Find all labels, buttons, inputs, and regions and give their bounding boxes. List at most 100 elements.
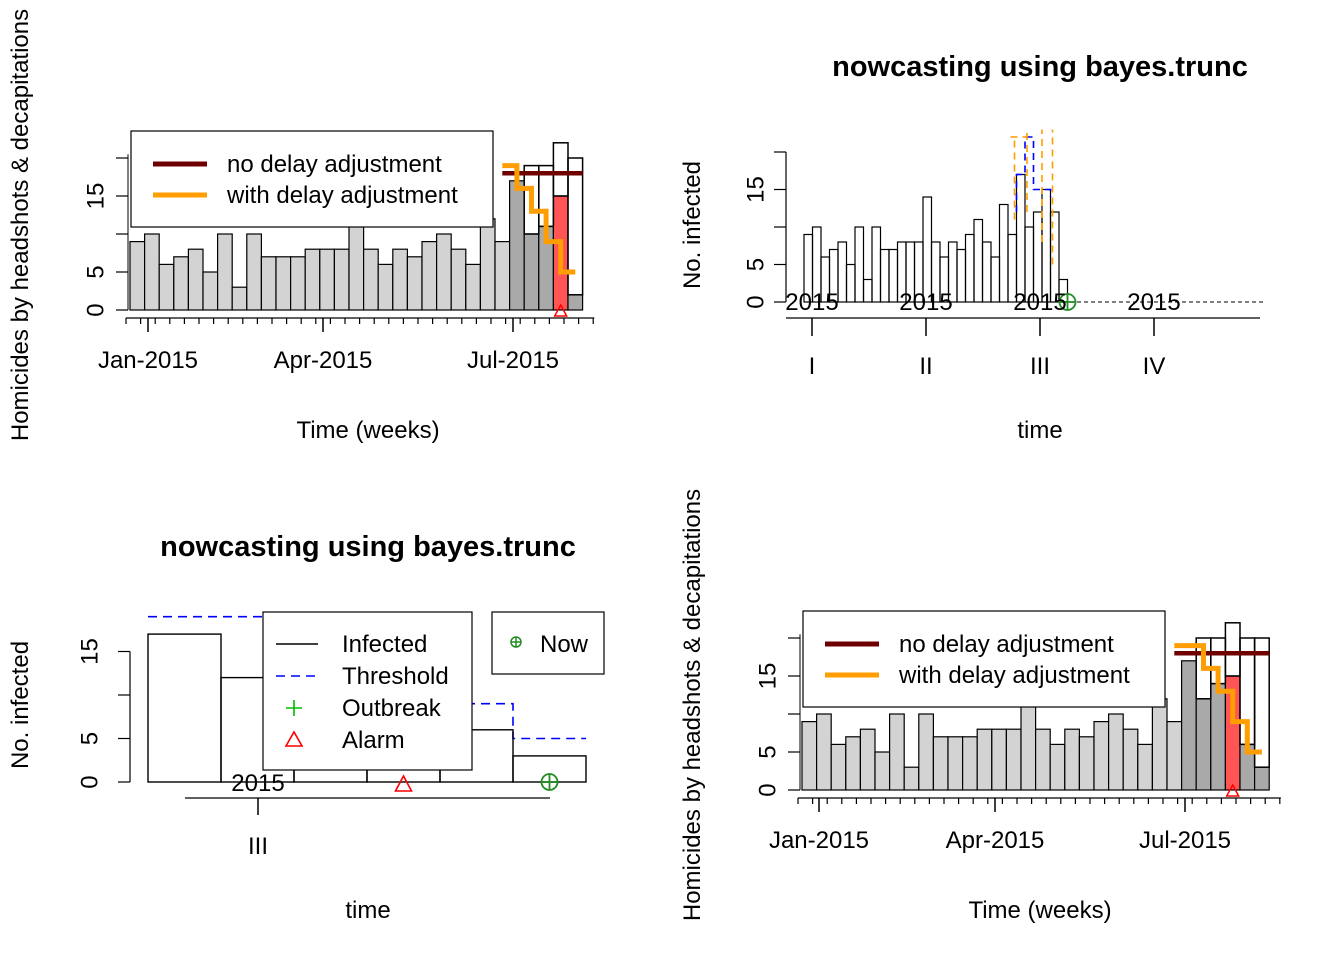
bar-week-30 bbox=[567, 294, 584, 311]
y-axis-label: Homicides by headshots & decapitations bbox=[7, 9, 34, 441]
bar-week-5 bbox=[874, 751, 891, 791]
bar-week-9 bbox=[932, 736, 949, 791]
legend-box bbox=[130, 130, 494, 228]
bar-4 bbox=[837, 241, 848, 303]
bar-18 bbox=[956, 248, 967, 303]
quarter-label: III bbox=[248, 833, 268, 860]
bar-week-7 bbox=[231, 286, 248, 311]
legend-label-3: Alarm bbox=[342, 727, 405, 754]
bar-week-4 bbox=[859, 728, 876, 791]
bar-20 bbox=[973, 218, 984, 303]
y-tick-label-0: 0 bbox=[755, 783, 782, 796]
quarter-label-0: I bbox=[809, 353, 816, 380]
x-axis-label: time bbox=[1017, 417, 1062, 444]
year-label-1: 2015 bbox=[899, 289, 952, 316]
bar-week-17 bbox=[1049, 743, 1066, 791]
legend-swatch-3 bbox=[284, 730, 304, 747]
year-label: 2015 bbox=[231, 770, 284, 797]
bar-week-7 bbox=[903, 766, 920, 791]
bar-14 bbox=[922, 196, 933, 303]
bar-week-13 bbox=[991, 728, 1007, 791]
bar-6 bbox=[854, 226, 865, 303]
bar-9 bbox=[879, 248, 890, 303]
alarm-marker bbox=[553, 303, 568, 317]
legend-label-0: Infected bbox=[342, 631, 427, 658]
bar-23 bbox=[998, 203, 1009, 303]
legend-label-1: with delay adjustment bbox=[898, 662, 1130, 689]
x-tick-label-2: Jul-2015 bbox=[467, 347, 559, 374]
year-label-3: 2015 bbox=[1127, 289, 1180, 316]
year-label-2: 2015 bbox=[1013, 289, 1066, 316]
with-delay-line bbox=[502, 163, 576, 275]
bar-week-3 bbox=[173, 256, 190, 311]
bar-week-24 bbox=[479, 218, 496, 311]
x-tick-label-2: Jul-2015 bbox=[1139, 827, 1231, 854]
bar-week-11 bbox=[961, 736, 978, 791]
legend-label-0: no delay adjustment bbox=[899, 631, 1114, 658]
bar-week-24 bbox=[1151, 698, 1168, 791]
quarter-label-1: II bbox=[919, 353, 932, 380]
legend: Infected Threshold Outbreak Alarm bbox=[262, 611, 473, 771]
bar-week-11 bbox=[290, 256, 306, 311]
bar-week-5 bbox=[202, 271, 219, 311]
panel-top-right: nowcasting using bayes.trunc 0 5 15 2015 I 201… bbox=[679, 51, 1265, 444]
bar-week-22 bbox=[1122, 728, 1139, 791]
bar-week-2 bbox=[830, 743, 847, 791]
bar-week-20 bbox=[421, 241, 438, 311]
bar-week-20 bbox=[1093, 720, 1110, 791]
x-axis-label: time bbox=[345, 897, 390, 924]
x-tick-label-0: Jan-2015 bbox=[98, 347, 198, 374]
bar-week-8 bbox=[918, 713, 934, 791]
y-axis-label: No. infected bbox=[679, 161, 706, 289]
nowcast-median-line bbox=[1015, 136, 1052, 212]
bar-22 bbox=[990, 256, 1001, 303]
legend-label-0: no delay adjustment bbox=[227, 151, 442, 178]
bar-0 bbox=[147, 633, 222, 783]
nowcast-bar-30 bbox=[567, 157, 584, 296]
bar-week-0 bbox=[801, 720, 818, 791]
bar-10 bbox=[888, 248, 899, 303]
bar-week-18 bbox=[392, 248, 408, 311]
with-delay-line bbox=[1174, 643, 1262, 755]
x-axis-label: Time (weeks) bbox=[296, 417, 439, 444]
x-tick-label-1: Apr-2015 bbox=[274, 347, 373, 374]
x-tick-label-0: Jan-2015 bbox=[769, 827, 869, 854]
nowcast-bar-29 bbox=[1224, 622, 1241, 677]
bar-week-17 bbox=[377, 263, 394, 311]
bar-week-9 bbox=[260, 256, 277, 311]
year-label-0: 2015 bbox=[785, 289, 838, 316]
bar-8 bbox=[871, 226, 882, 303]
y-tick-label-15: 15 bbox=[743, 176, 770, 203]
bar-week-12 bbox=[976, 728, 993, 791]
bar-week-3 bbox=[845, 736, 861, 791]
bar-week-15 bbox=[348, 218, 365, 311]
nowcast-bar-31 bbox=[1253, 637, 1270, 768]
bar-29 bbox=[1049, 211, 1060, 303]
now-legend: Now bbox=[491, 611, 605, 675]
y-axis-label: No. infected bbox=[7, 641, 34, 769]
bar-week-26 bbox=[1180, 660, 1197, 791]
bar-week-31 bbox=[1253, 766, 1270, 791]
bar-week-26 bbox=[509, 180, 525, 311]
bar-week-16 bbox=[363, 248, 379, 311]
bar-21 bbox=[981, 241, 992, 303]
y-tick-label-0: 0 bbox=[743, 295, 770, 308]
legend-label-2: Outbreak bbox=[342, 695, 442, 722]
bar-week-27 bbox=[1195, 698, 1212, 791]
bar-week-1 bbox=[144, 233, 160, 311]
quarter-label-2: III bbox=[1030, 353, 1050, 380]
y-tick-label-5: 5 bbox=[755, 745, 782, 758]
y-tick-label-15: 15 bbox=[77, 638, 104, 665]
y-tick-label-5: 5 bbox=[83, 265, 110, 278]
panel-bottom-left: nowcasting using bayes.trunc 0 5 15 2015 III t… bbox=[7, 531, 605, 924]
bar-week-23 bbox=[1137, 743, 1154, 791]
bar-week-28 bbox=[1210, 682, 1227, 791]
bar-week-18 bbox=[1064, 728, 1081, 791]
bar-week-15 bbox=[1020, 698, 1037, 791]
legend-swatch-2 bbox=[286, 700, 302, 716]
y-tick-label-5: 5 bbox=[743, 258, 770, 271]
bar-week-27 bbox=[523, 233, 540, 311]
bar-week-0 bbox=[129, 241, 146, 311]
y-tick-label-15: 15 bbox=[83, 183, 110, 210]
